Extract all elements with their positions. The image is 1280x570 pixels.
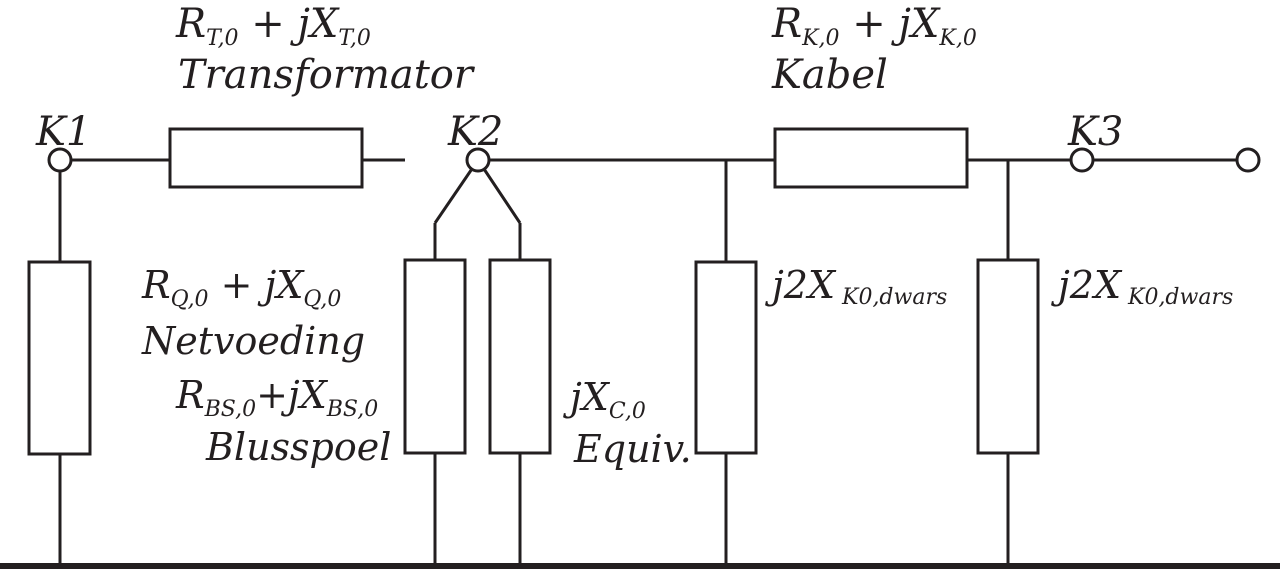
supply-impedance (27, 260, 92, 456)
label-transformer-name: Transformator (178, 52, 476, 98)
node-k2 (465, 147, 491, 173)
label-k3: K3 (1067, 109, 1123, 155)
capacitance-impedance (488, 258, 552, 455)
shunt1-impedance (694, 260, 758, 455)
label-capacitance-formula: jXC,0 (563, 375, 646, 424)
label-shunt1: j2X K0,dwars (765, 263, 947, 310)
transformer-plus-jx: + jX (239, 1, 340, 47)
shunt2-impedance (976, 258, 1040, 455)
label-shunt2: j2X K0,dwars (1051, 263, 1233, 310)
coil-plus-jx: +jX (256, 373, 329, 417)
label-k2: K2 (447, 109, 503, 155)
capacitance-x-sub: C,0 (609, 399, 646, 424)
label-cable-name: Kabel (771, 52, 888, 98)
label-transformer-formula: RT,0 + jXT,0 (175, 1, 371, 51)
transformer-impedance (168, 127, 364, 189)
capacitance-jx: jX (563, 375, 611, 419)
cable-impedance (773, 127, 969, 189)
label-capacitance-name: Equiv. (573, 427, 692, 471)
transformer-r: R (175, 1, 206, 47)
supply-r-sub: Q,0 (171, 287, 209, 312)
label-supply-formula: RQ,0 + jXQ,0 (141, 263, 341, 312)
label-cable-formula: RK,0 + jXK,0 (771, 1, 977, 51)
label-coil-name: Blusspoel (205, 425, 391, 469)
cable-r: R (771, 1, 802, 47)
cable-x-sub: K,0 (938, 26, 976, 51)
node-terminal (1235, 147, 1261, 173)
coil-x-sub: BS,0 (326, 397, 378, 422)
wire-k2-cap-diag (476, 159, 522, 224)
coil-r: R (175, 373, 205, 417)
supply-r: R (141, 263, 171, 307)
wire-k2-coil-diag (433, 159, 480, 224)
label-supply-name: Netvoeding (141, 319, 365, 363)
supply-plus-jx: + jX (209, 263, 306, 307)
coil-r-sub: BS,0 (204, 397, 256, 422)
shunt1-main: j2X (765, 263, 837, 307)
transformer-x-sub: T,0 (338, 26, 370, 51)
cable-r-sub: K,0 (801, 26, 839, 51)
cable-plus-jx: + jX (840, 1, 941, 47)
coil-impedance (403, 258, 467, 455)
node-k1 (47, 147, 73, 173)
label-k1: K1 (35, 109, 91, 155)
shunt1-sub: K0,dwars (835, 285, 947, 310)
transformer-r-sub: T,0 (206, 26, 238, 51)
supply-x-sub: Q,0 (303, 287, 341, 312)
shunt2-main: j2X (1051, 263, 1123, 307)
label-coil-formula: RBS,0+jXBS,0 (175, 373, 378, 422)
node-k3 (1069, 147, 1095, 173)
shunt2-sub: K0,dwars (1121, 285, 1233, 310)
